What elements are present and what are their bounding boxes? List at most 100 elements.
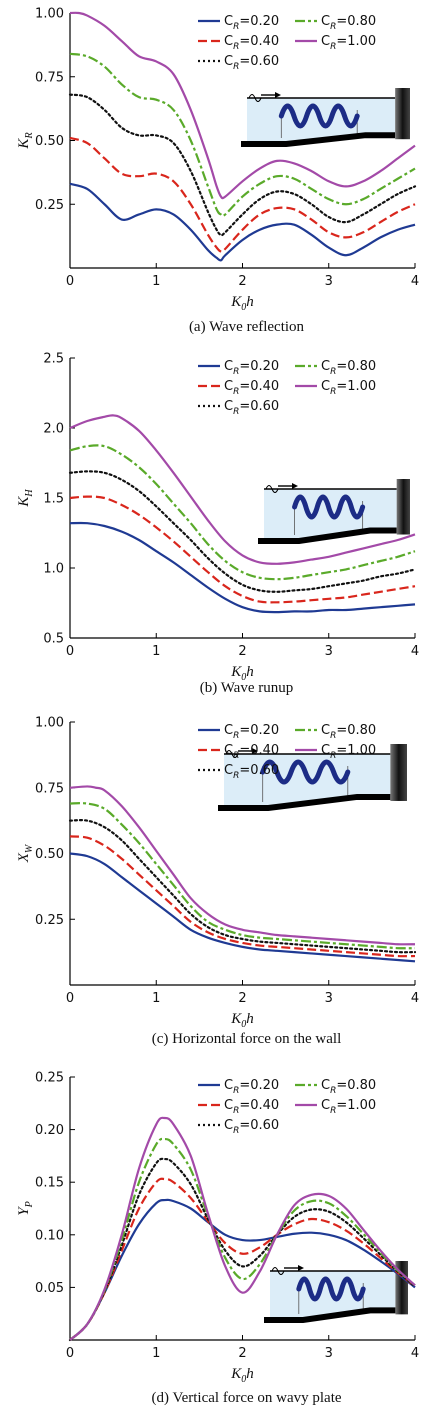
- legend-label-c-r-0-20: CR=0.20: [224, 14, 279, 32]
- legend-label-c-r-0-60: CR=0.60: [224, 399, 279, 417]
- legend-label-c-r-0-40-value: =0.40: [239, 34, 279, 49]
- structure-inset-diagram: [258, 479, 410, 544]
- inset-seabed: [258, 527, 397, 544]
- chart-panel-a: 0 1 2 3 40.250.500.751.00K0hKRCR=0.20CR=0.40…: [16, 7, 419, 336]
- series-line-c-r-0-60: [68, 93, 417, 237]
- legend-label-c-r-0-60: CR=0.60: [224, 763, 279, 781]
- inset-seabed: [241, 132, 396, 147]
- series-line-c-r-0-80: [69, 1137, 416, 1341]
- legend-label-c-r-1-00: CR=1.00: [321, 34, 376, 52]
- y-tick-label: 0.25: [35, 198, 64, 213]
- legend-label-c-r-0-20: CR=0.20: [224, 359, 279, 377]
- inset-vertical-wall: [395, 88, 410, 140]
- arrow-head-icon: [292, 483, 298, 489]
- x-axis-label: K0h: [230, 1366, 254, 1385]
- legend-label-c-r-0-40-value: =0.40: [239, 743, 279, 758]
- legend-label-c-r-0-60-base: C: [224, 399, 233, 414]
- incident-wave-icon: [271, 1267, 285, 1275]
- y-tick-label: 0.75: [35, 781, 64, 796]
- x-tick-label: 3: [325, 1346, 333, 1361]
- x-tick-label: 1: [152, 1346, 160, 1361]
- legend-label-c-r-0-80-sub: R: [330, 731, 336, 741]
- legend-label-c-r-0-60-sub: R: [233, 771, 239, 781]
- x-tick-label: 2: [238, 1346, 246, 1361]
- legend-label-c-r-0-60-sub: R: [233, 1126, 239, 1136]
- arrow-head-icon: [252, 748, 258, 754]
- legend-label-c-r-1-00: CR=1.00: [321, 743, 376, 761]
- legend-label-c-r-1-00-value: =1.00: [336, 743, 376, 758]
- x-axis-label-tail: h: [246, 664, 254, 680]
- x-tick-label: 2: [238, 991, 246, 1006]
- x-tick-label: 1: [152, 274, 160, 289]
- legend-label-c-r-0-20-sub: R: [233, 731, 239, 741]
- legend-label-c-r-1-00-value: =1.00: [336, 379, 376, 394]
- y-axis-label: KH: [16, 489, 35, 508]
- series-line-c-r-0-40: [69, 136, 416, 253]
- series-line-c-r-0-60: [68, 819, 417, 954]
- structure-inset-diagram: [218, 744, 407, 811]
- legend-label-c-r-0-40-base: C: [224, 34, 233, 49]
- x-axis-label-sub: 0: [241, 302, 246, 313]
- wavy-plate-icon: [278, 103, 360, 129]
- wavy-plate-icon: [260, 759, 351, 785]
- x-axis-label: K0h: [230, 664, 254, 683]
- legend-label-c-r-0-40: CR=0.40: [224, 34, 279, 52]
- legend-label-c-r-0-60-base: C: [224, 1118, 233, 1133]
- series-line-c-r-0-60: [68, 1157, 417, 1342]
- legend-label-c-r-0-20-value: =0.20: [239, 723, 279, 738]
- y-axis-label-sub: W: [24, 843, 35, 853]
- x-tick-label: 0: [66, 1346, 74, 1361]
- series-line-c-r-1-00: [69, 414, 416, 565]
- legend-label-c-r-0-80: CR=0.80: [321, 723, 376, 741]
- y-tick-label: 0.50: [35, 134, 64, 149]
- panel-caption: (c) Horizontal force on the wall: [152, 1031, 342, 1047]
- y-axis-label-base: K: [16, 138, 32, 150]
- y-tick-label: 0.10: [35, 1228, 64, 1243]
- legend-label-c-r-0-40-sub: R: [233, 1106, 239, 1116]
- series-line-c-r-0-20: [69, 852, 416, 963]
- y-tick-label: 0.75: [35, 70, 64, 85]
- legend-label-c-r-1-00-base: C: [321, 1098, 330, 1113]
- y-tick-label: 2.5: [43, 352, 64, 367]
- series-line-c-r-0-80: [69, 444, 416, 581]
- series-line-c-r-0-20: [69, 182, 416, 262]
- x-axis-label-base: K: [230, 1366, 242, 1382]
- x-axis-label-tail: h: [246, 294, 254, 310]
- legend-label-c-r-1-00-base: C: [321, 34, 330, 49]
- x-tick-label: 4: [411, 991, 419, 1006]
- legend-label-c-r-0-80-value: =0.80: [336, 723, 376, 738]
- y-tick-label: 0.25: [35, 1071, 64, 1086]
- legend-label-c-r-0-40: CR=0.40: [224, 1098, 279, 1116]
- legend-label-c-r-0-60-value: =0.60: [239, 763, 279, 778]
- legend-label-c-r-1-00-base: C: [321, 379, 330, 394]
- y-axis-label: YP: [16, 1201, 35, 1215]
- y-axis-label-base: X: [16, 852, 32, 863]
- legend-label-c-r-0-40-sub: R: [233, 42, 239, 52]
- legend-label-c-r-0-80-value: =0.80: [336, 14, 376, 29]
- x-tick-label: 3: [325, 991, 333, 1006]
- y-tick-label: 1.5: [43, 492, 64, 507]
- structure-inset-diagram: [241, 88, 410, 147]
- legend-label-c-r-0-40-base: C: [224, 379, 233, 394]
- x-axis-label-base: K: [230, 1011, 242, 1027]
- legend-label-c-r-0-40-sub: R: [233, 751, 239, 761]
- legend-label-c-r-0-80-value: =0.80: [336, 359, 376, 374]
- wavy-plate-icon: [292, 494, 366, 520]
- x-tick-label: 0: [66, 991, 74, 1006]
- y-tick-label: 1.00: [35, 716, 64, 731]
- y-tick-label: 0.20: [35, 1123, 64, 1138]
- y-tick-label: 0.15: [35, 1176, 64, 1191]
- legend-label-c-r-0-40-base: C: [224, 743, 233, 758]
- y-axis-label-sub: R: [24, 132, 35, 139]
- x-tick-label: 4: [411, 1346, 419, 1361]
- legend-label-c-r-0-20: CR=0.20: [224, 723, 279, 741]
- legend-label-c-r-0-20: CR=0.20: [224, 1078, 279, 1096]
- legend-label-c-r-1-00-value: =1.00: [336, 34, 376, 49]
- x-axis-label-sub: 0: [241, 1374, 246, 1385]
- x-axis-label: K0h: [230, 294, 254, 313]
- legend-label-c-r-0-20-value: =0.20: [239, 14, 279, 29]
- legend-label-c-r-0-80-base: C: [321, 359, 330, 374]
- y-axis-label: KR: [16, 132, 35, 149]
